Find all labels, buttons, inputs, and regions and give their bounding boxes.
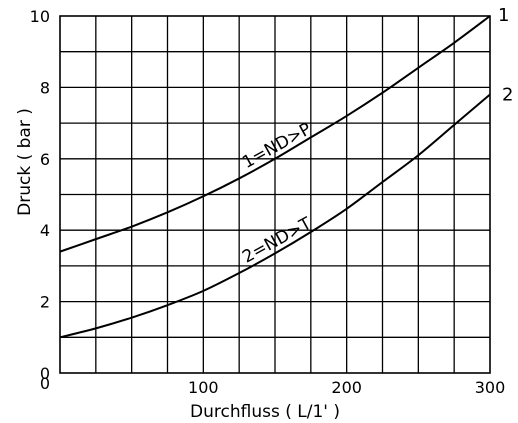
series-end-label-1: 1 [498, 5, 509, 26]
series-layer [59, 15, 491, 339]
x-axis-title: Durchfluss ( L/1' ) [190, 402, 340, 422]
series-curve-label-2: 2=ND>T [239, 213, 315, 267]
x-tick-label: 300 [475, 378, 506, 397]
x-tick-label: 200 [331, 378, 362, 397]
y-tick-label: 6 [40, 150, 50, 169]
series-curve-label-1: 1=ND>P [239, 119, 315, 173]
y-axis-title: Druck ( bar ) [15, 108, 35, 216]
curve-labels: 1 1=ND>P 2 2=ND>T [239, 5, 513, 267]
series-line-1 [59, 15, 491, 253]
plot-frame [59, 15, 491, 374]
y-tick-label: 10 [30, 7, 50, 26]
series-end-label-2: 2 [502, 85, 513, 106]
y-tick-label: 2 [40, 293, 50, 312]
grid [60, 16, 490, 373]
x-tick-label: 100 [188, 378, 219, 397]
x-tick-label: 0 [40, 374, 50, 393]
series-line-2 [59, 93, 491, 339]
y-tick-label: 0 [40, 364, 50, 383]
y-tick-label: 4 [40, 221, 50, 240]
y-tick-label: 8 [40, 78, 50, 97]
